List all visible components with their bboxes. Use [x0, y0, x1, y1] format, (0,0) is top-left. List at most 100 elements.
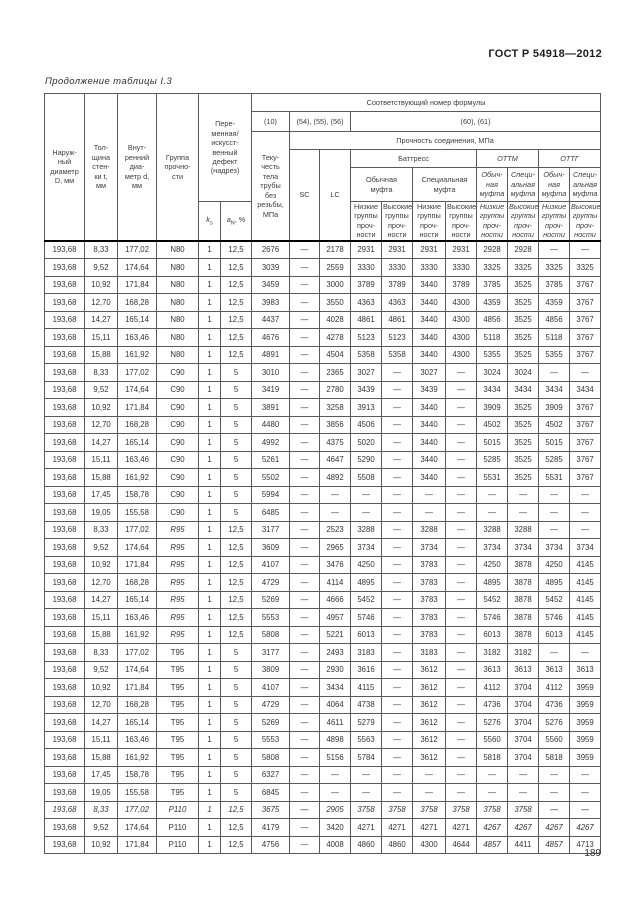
table-cell: 5015: [538, 433, 571, 452]
table-cell: 161,92: [117, 625, 157, 645]
table-cell: 4502: [476, 415, 509, 435]
table-cell: 3785: [538, 275, 571, 295]
table-cell: —: [350, 485, 383, 505]
table-cell: —: [445, 573, 478, 592]
col-header-sc: SC: [289, 148, 321, 242]
table-cell: —: [289, 818, 321, 837]
table-cell: —: [381, 520, 414, 540]
header-high-groups: Высокие группы проч- ности: [507, 200, 540, 242]
table-cell: 4179: [251, 818, 291, 837]
table-cell: 4267: [569, 818, 602, 837]
table-cell: 5508: [350, 468, 383, 487]
table-cell: 12,70: [84, 695, 118, 715]
table-cell: T95: [156, 748, 199, 767]
table-cell: 15,88: [84, 748, 118, 767]
table-cell: 3783: [412, 573, 447, 592]
table-cell: 5: [219, 695, 253, 715]
table-cell: 5: [219, 485, 253, 505]
table-cell: —: [569, 503, 602, 522]
table-cell: —: [289, 433, 321, 452]
table-cell: 193,68: [44, 800, 85, 820]
table-cell: 3330: [350, 258, 383, 277]
table-cell: 3767: [569, 275, 602, 295]
table-cell: 5221: [319, 625, 352, 645]
table-cell: 3440: [412, 433, 447, 452]
table-cell: 3704: [507, 695, 540, 715]
table-cell: 5: [219, 678, 253, 697]
table-cell: 3177: [251, 520, 291, 540]
header-joint-strength: Прочность соединения, МПа: [289, 131, 602, 150]
table-cell: 161,92: [117, 345, 157, 365]
table-cell: 2676: [251, 239, 291, 260]
table-cell: T95: [156, 765, 199, 785]
table-cell: 3613: [538, 660, 571, 680]
table-cell: 5: [219, 363, 253, 382]
table-cell: —: [538, 363, 571, 382]
table-cell: 4359: [476, 293, 509, 312]
table-cell: 193,68: [44, 660, 85, 680]
header-formula-10: (10): [251, 111, 291, 132]
table-cell: 193,68: [44, 835, 85, 855]
table-cell: 5452: [538, 590, 571, 610]
table-cell: 193,68: [44, 590, 85, 610]
table-cell: —: [381, 450, 414, 470]
table-cell: 5015: [476, 433, 509, 452]
table-cell: 4611: [319, 713, 352, 732]
table-row: 193,68 19,05 155,58 C90 1 5 6485— — — — — — — — — —: [44, 503, 602, 522]
table-cell: 1: [198, 625, 221, 645]
table-cell: 193,68: [44, 695, 85, 715]
table-cell: —: [445, 695, 478, 715]
table-cell: 12,5: [219, 608, 253, 627]
table-cell: 5355: [538, 345, 571, 365]
table-cell: 4300: [412, 835, 447, 855]
table-cell: 3789: [445, 275, 478, 295]
table-cell: 2780: [319, 380, 352, 400]
table-cell: 4271: [412, 818, 447, 837]
table-cell: 3440: [412, 415, 447, 435]
table-cell: 1: [198, 363, 221, 382]
table-cell: 3525: [507, 345, 540, 365]
table-cell: 3785: [476, 275, 509, 295]
table-cell: 3183: [350, 643, 383, 662]
table-cell: 4145: [569, 590, 602, 610]
table-cell: —: [381, 363, 414, 382]
table-cell: —: [445, 783, 478, 802]
table-cell: 1: [198, 538, 221, 557]
table-cell: 5994: [251, 485, 291, 505]
table-cell: 5452: [350, 590, 383, 610]
table-cell: —: [289, 503, 321, 522]
table-cell: —: [289, 398, 321, 417]
table-cell: 193,68: [44, 818, 85, 837]
table-cell: C90: [156, 380, 199, 400]
table-cell: 3767: [569, 293, 602, 312]
table-cell: 4729: [251, 573, 291, 592]
table-cell: 1: [198, 573, 221, 592]
table-cell: —: [289, 468, 321, 487]
table-cell: 5: [219, 713, 253, 732]
table-cell: 4064: [319, 695, 352, 715]
table-cell: —: [289, 258, 321, 277]
table-cell: 3612: [412, 660, 447, 680]
table-cell: 3440: [412, 293, 447, 312]
table-cell: —: [381, 678, 414, 697]
header-buttress-regular-coupling: Обычная муфта: [350, 167, 414, 202]
table-cell: 6327: [251, 765, 291, 785]
table-cell: 4992: [251, 433, 291, 452]
table-cell: 1: [198, 695, 221, 715]
table-cell: 4738: [350, 695, 383, 715]
table-cell: 3734: [507, 538, 540, 557]
table-cell: 4729: [251, 695, 291, 715]
table-cell: —: [381, 415, 414, 435]
table-cell: 3000: [319, 275, 352, 295]
header-formula-54-56: (54), (55), (56): [289, 111, 352, 132]
table-cell: 5746: [538, 608, 571, 627]
table-cell: 193,68: [44, 380, 85, 400]
table-row: 193,68 17,45 158,78 C90 1 5 5994— — — — — — — — — —: [44, 485, 602, 505]
table-cell: 193,68: [44, 398, 85, 417]
table-cell: 4891: [251, 345, 291, 365]
table-cell: 3767: [569, 450, 602, 470]
table-cell: 165,14: [117, 433, 157, 452]
table-cell: 5355: [476, 345, 509, 365]
table-cell: 19,05: [84, 503, 118, 522]
table-cell: 3878: [507, 625, 540, 645]
